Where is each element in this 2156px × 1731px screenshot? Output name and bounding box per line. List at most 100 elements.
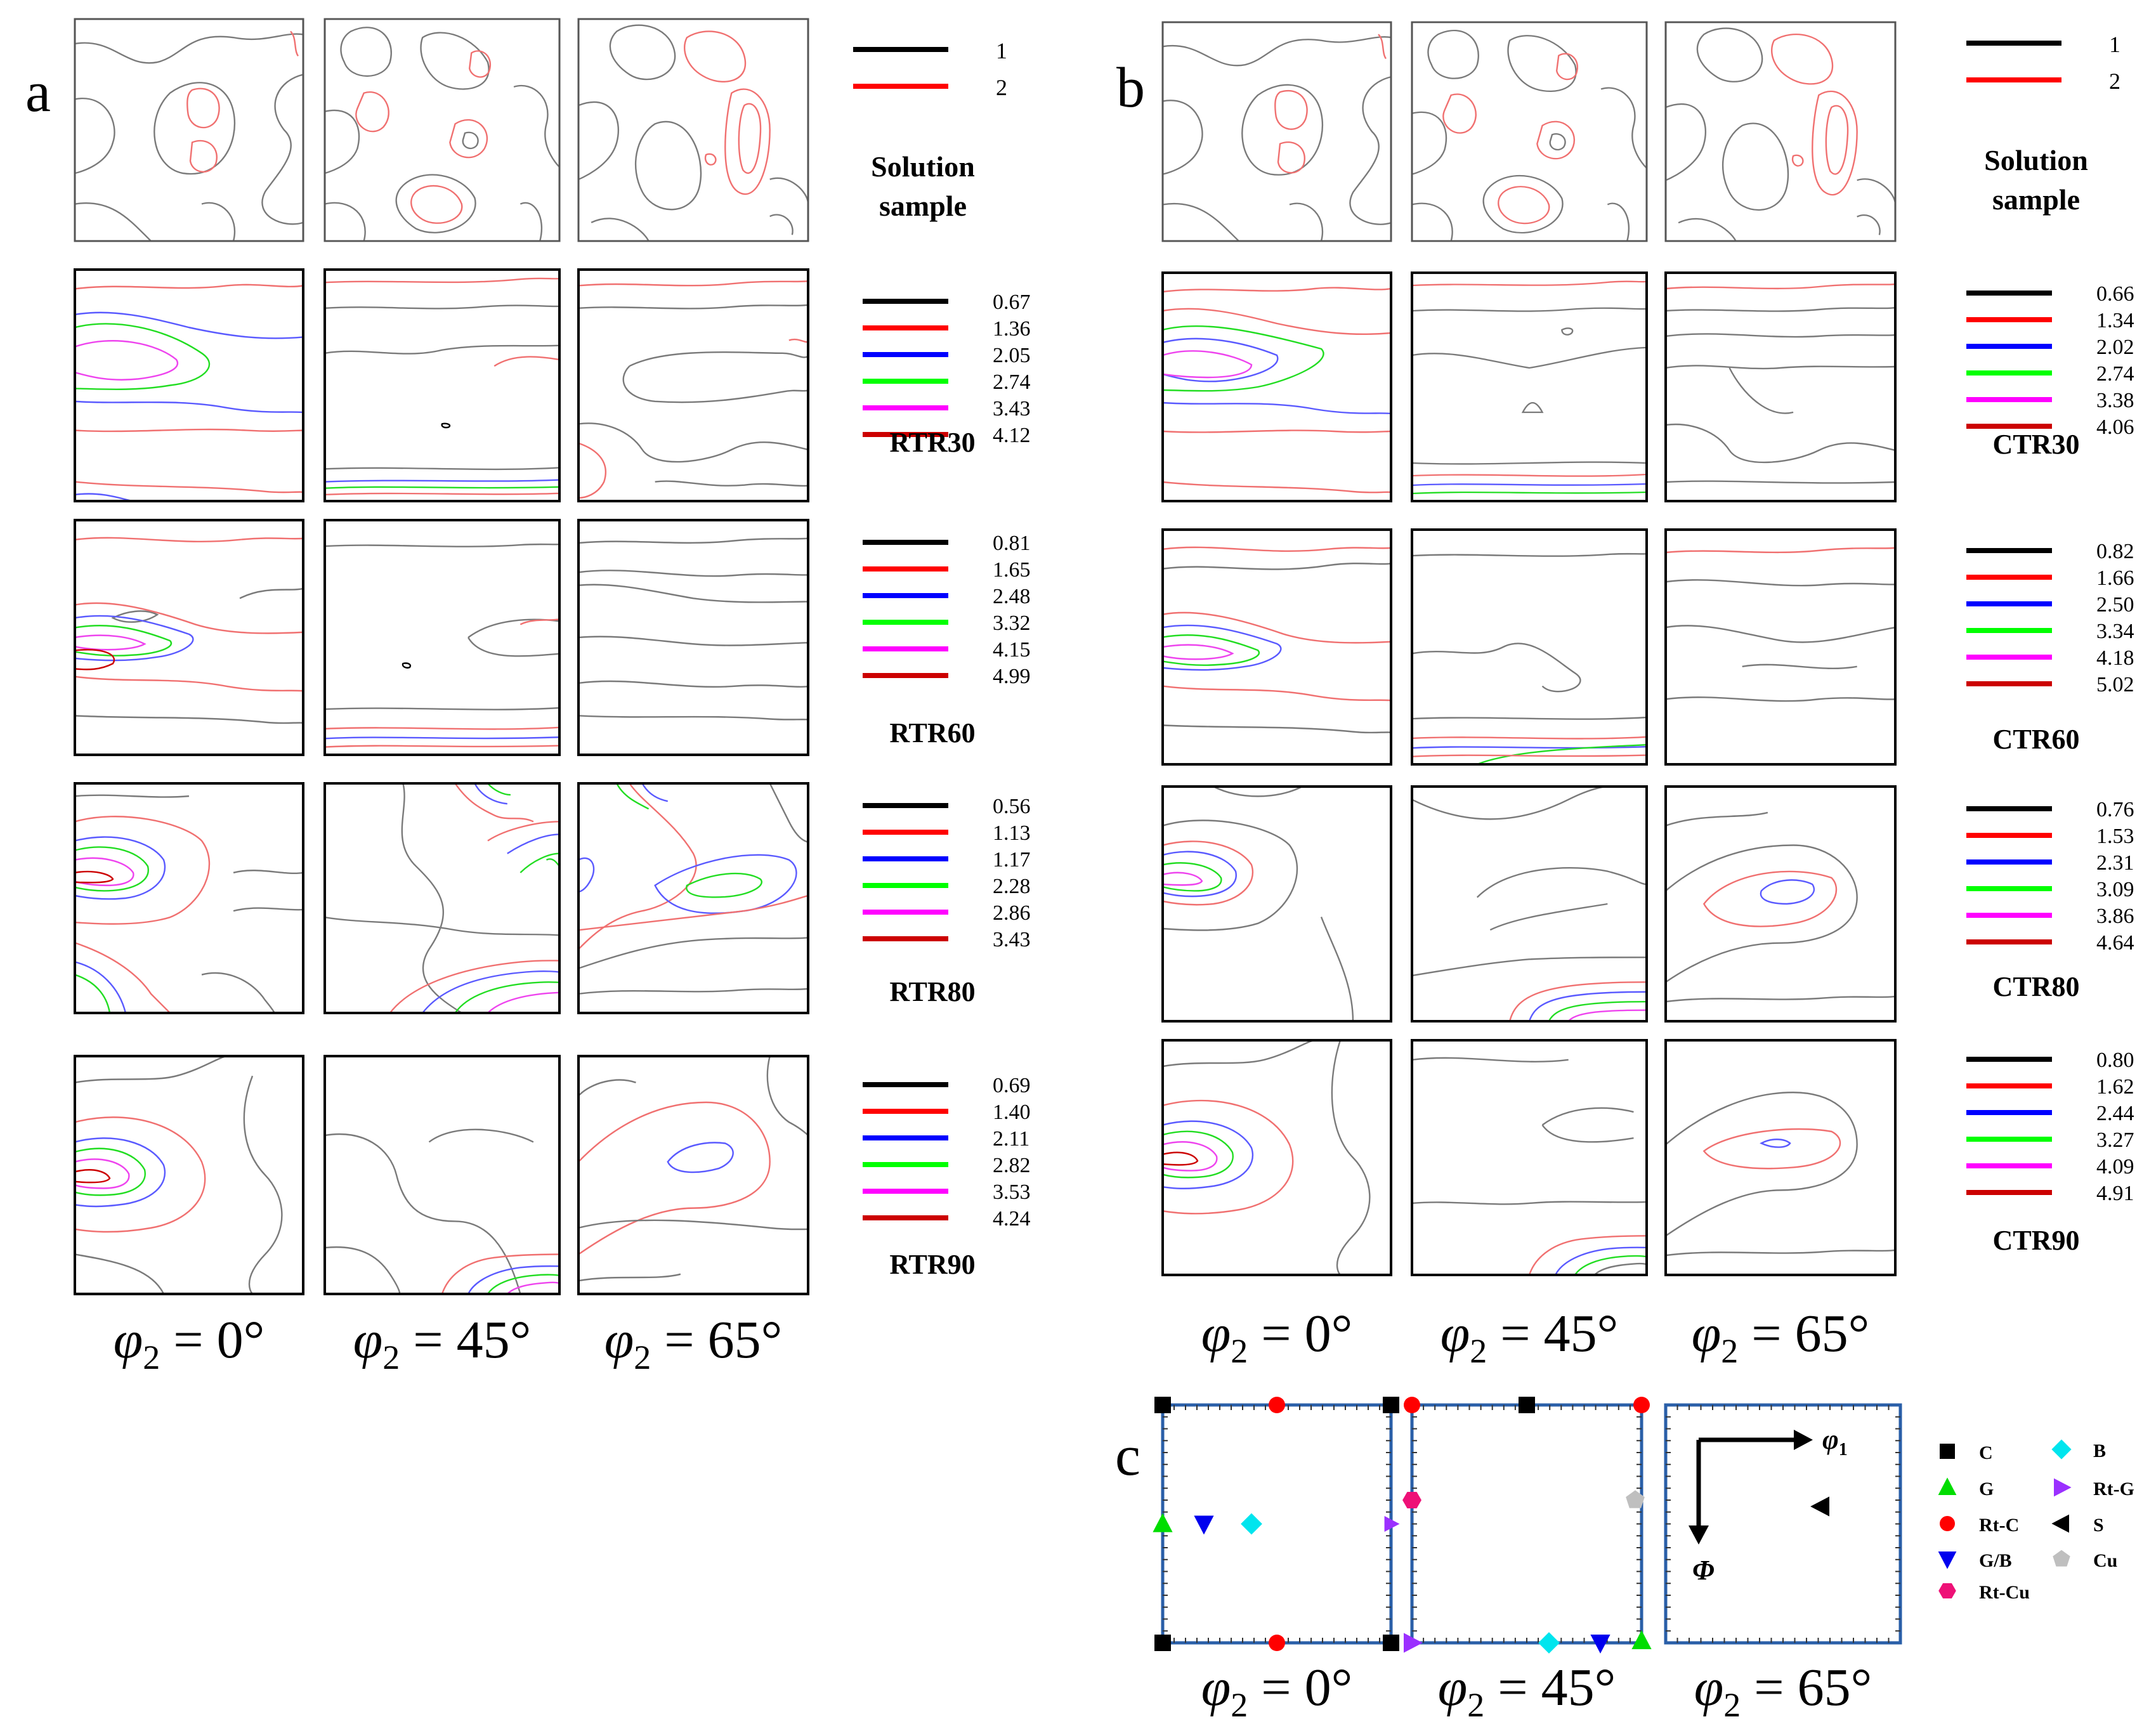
b-CTR30-col-0-contour-7 [1163, 481, 1391, 493]
a-RTR80-level-3: 2.28 [993, 875, 1031, 898]
c-point-Rt-Cu [1402, 1492, 1421, 1508]
c-point-Rt-G [1384, 1516, 1400, 1532]
a-RTR80-col-1-contour-3 [487, 783, 511, 796]
b-CTR90-col-1-contour-1 [1541, 1107, 1634, 1126]
c-point-G-B [1194, 1515, 1214, 1535]
c-point-Rt-C [1404, 1397, 1420, 1413]
a-RTR60-col-0-contour-8 [75, 676, 303, 692]
c-point-C [1154, 1397, 1171, 1413]
b-solution-0-contour-2 [1241, 84, 1324, 176]
a-RTR90-col-1-contour-1 [428, 1128, 534, 1143]
c-column-label-2: φ2 = 65° [1694, 1658, 1872, 1724]
a-RTR60-col-2-contour-5 [578, 715, 808, 721]
b-CTR30-col-2-contour-1 [1666, 306, 1895, 312]
b-CTR30-col-0-contour-0 [1163, 287, 1391, 293]
a-RTR30-col-2-frame [577, 268, 809, 503]
c-point-G [1631, 1630, 1652, 1649]
b-CTR30-col-1-contour-6 [1412, 473, 1647, 477]
a-RTR60-col-2-contour-0 [578, 537, 808, 544]
b-solution-2-contour-7 [1678, 218, 1737, 242]
b-CTR60-col-1-contour-0 [1412, 552, 1647, 557]
a-RTR30-level-4: 3.43 [993, 397, 1031, 421]
a-RTR60-col-0-contour-2 [239, 587, 303, 599]
c-legend-label-B: B [2093, 1440, 2106, 1461]
c-box-2 [1664, 1403, 1902, 1645]
b-solution-level-0: 1 [2109, 32, 2120, 57]
b-CTR30-col-1-contour-5 [1412, 461, 1647, 465]
a-RTR80-col-0-contour-10 [75, 974, 111, 1013]
a-RTR90-col-2-contour-2 [578, 1079, 636, 1097]
a-RTR80-col-0-contour-2 [75, 836, 166, 900]
b-CTR30-level-2: 2.02 [2096, 336, 2134, 359]
a-solution-2-contour-4 [738, 103, 762, 174]
a-solution-level-1: 2 [996, 75, 1007, 100]
b-CTR30-col-0-contour-6 [1163, 429, 1391, 433]
a-RTR60-col-1-contour-8 [325, 745, 560, 748]
b-CTR80-col-1-contour-4 [1509, 981, 1647, 1022]
a-RTR60-col-0-contour-3 [75, 602, 303, 634]
a-RTR30-col-1-contour-3 [493, 356, 560, 367]
panel-label-c: c [1115, 1425, 1140, 1487]
a-solution-0-contour-4 [189, 140, 218, 173]
a-RTR90-col-2-contour-0 [578, 1101, 771, 1255]
b-CTR60-col-1-contour-6 [1412, 754, 1647, 757]
b-CTR60-col-1-contour-2 [1412, 716, 1647, 720]
a-RTR30-col-0-frame [74, 268, 304, 503]
b-CTR60-col-2 [1664, 528, 1897, 766]
c-column-label-1: φ2 = 45° [1438, 1658, 1616, 1724]
a-RTR90-col-1-contour-3 [441, 1253, 560, 1294]
a-RTR60-col-1-contour-4 [402, 662, 412, 669]
a-RTR90-col-0-contour-7 [75, 1253, 165, 1294]
b-CTR30-col-0-contour-3 [1163, 337, 1279, 382]
b-CTR60-col-0-frame [1161, 528, 1392, 766]
b-CTR90-col-2-frame [1664, 1038, 1897, 1277]
b-solution-1-contour-7 [1482, 174, 1564, 234]
b-solution-2-contour-0 [1696, 27, 1763, 82]
a-solution-0-contour-2 [154, 82, 236, 175]
b-solution-0-contour-5 [1349, 76, 1391, 225]
a-RTR80-col-2-contour-4 [686, 872, 762, 898]
b-CTR60-legend: 0.82 1.66 2.50 3.34 4.18 5.02 CTR60 [1966, 540, 2134, 755]
a-RTR90-col-2-contour-4 [578, 1219, 808, 1231]
b-CTR80-col-1 [1411, 785, 1649, 1023]
a-RTR80-col-0-contour-9 [75, 961, 127, 1013]
a-RTR90-col-2-contour-5 [578, 1273, 681, 1282]
contour-panels [74, 18, 1897, 1296]
b-column-label-1: φ2 = 45° [1441, 1304, 1618, 1370]
b-CTR60-level-2: 2.50 [2096, 593, 2134, 617]
b-CTR90-col-0-contour-6 [1331, 1040, 1371, 1276]
b-solution-legend: 1 2 Solution sample [1966, 32, 2120, 216]
a-solution-0-contour-7 [290, 30, 299, 57]
b-CTR90-col-1-contour-3 [1412, 1201, 1647, 1205]
a-RTR60-col-2 [577, 518, 809, 757]
b-solution-2-contour-8 [1857, 214, 1881, 235]
a-solution-0-contour-0 [75, 33, 303, 64]
b-CTR30-col-2-contour-0 [1666, 283, 1895, 290]
b-CTR30-level-4: 3.38 [2096, 389, 2134, 412]
b-solution-2-contour-6 [1857, 178, 1895, 205]
a-RTR90-col-1-contour-4 [467, 1265, 560, 1294]
a-RTR80-col-0-contour-8 [75, 942, 171, 1013]
c-axis-Phi-label: Φ [1692, 1555, 1715, 1586]
b-CTR80-col-0-frame [1161, 785, 1392, 1023]
a-RTR30-level-3: 2.74 [993, 370, 1031, 394]
b-solution-level-1: 2 [2109, 69, 2120, 94]
b-CTR30-level-1: 1.34 [2096, 309, 2134, 332]
a-RTR80-col-1-contour-6 [519, 852, 560, 873]
a-RTR60-col-0-contour-9 [75, 715, 303, 724]
a-RTR90-level-1: 1.40 [993, 1101, 1031, 1124]
a-RTR80-col-1-contour-11 [454, 981, 560, 1013]
b-CTR60-col-0 [1161, 528, 1392, 766]
a-column-label-1: φ2 = 45° [353, 1310, 531, 1376]
a-RTR90-col-0-frame [74, 1054, 304, 1296]
b-solution-title-2: sample [1992, 183, 2080, 216]
b-CTR60-level-5: 5.02 [2096, 673, 2134, 696]
b-CTR90-col-0-contour-1 [1163, 1099, 1294, 1215]
b-CTR90-name: CTR90 [1993, 1225, 2080, 1256]
a-RTR80-col-1-contour-5 [507, 833, 560, 854]
c-legend-marker-Rt-Cu [1938, 1583, 1956, 1598]
a-RTR60-col-2-contour-1 [578, 570, 808, 577]
b-solution-1-contour-10 [1412, 202, 1453, 242]
b-solution-2-contour-1 [1771, 34, 1834, 85]
b-CTR30-col-1-contour-3 [1521, 402, 1544, 414]
